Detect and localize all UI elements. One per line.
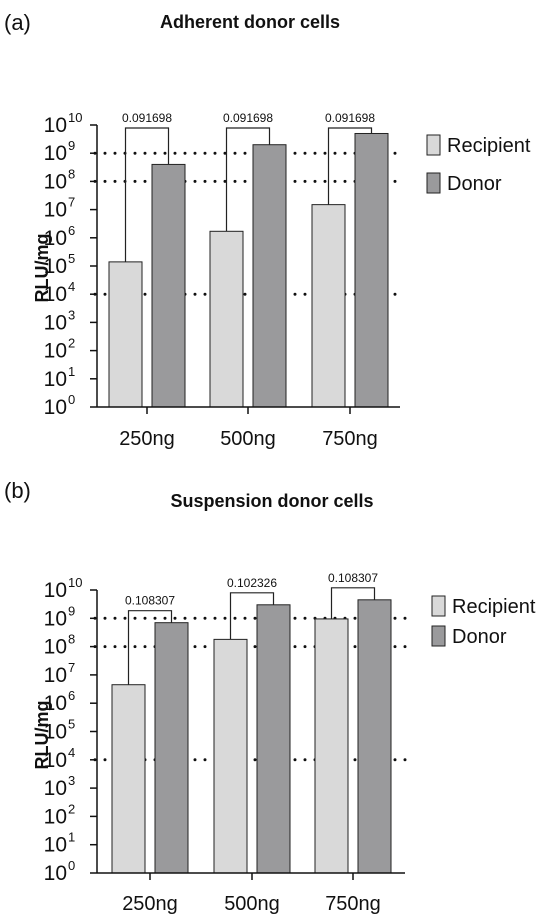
y-tick-label: 10	[44, 721, 67, 744]
y-tick-exponent: 7	[68, 660, 75, 675]
y-tick-label: 10	[44, 283, 67, 306]
y-tick-exponent: 5	[68, 717, 75, 732]
y-tick-label: 10	[44, 170, 67, 193]
legend-swatch-recipient	[426, 134, 441, 156]
y-tick-exponent: 10	[68, 575, 82, 590]
chart-panel-b: (b) Suspension donor cells RLU/mg 0.1083…	[4, 478, 536, 915]
y-tick-label: 10	[44, 368, 67, 391]
y-tick-label: 10	[44, 692, 67, 715]
x-tick-label: 750ng	[325, 893, 381, 915]
y-tick-exponent: 2	[68, 801, 75, 816]
y-tick-exponent: 2	[68, 336, 75, 351]
y-tick-exponent: 4	[68, 745, 75, 760]
x-tick-label: 250ng	[119, 428, 175, 450]
y-tick-exponent: 9	[68, 603, 75, 618]
y-tick-label: 10	[44, 777, 67, 800]
x-tick-label: 500ng	[224, 893, 280, 915]
y-tick-label: 10	[44, 396, 67, 419]
y-tick-exponent: 3	[68, 773, 75, 788]
y-tick-label: 10	[44, 636, 67, 659]
y-tick-exponent: 3	[68, 307, 75, 322]
y-tick-exponent: 1	[68, 364, 75, 379]
y-tick-label: 10	[44, 142, 67, 165]
x-tick-label: 750ng	[322, 428, 378, 450]
bar-donor-500ng	[256, 604, 291, 874]
y-tick-label: 10	[44, 340, 67, 363]
significance-bracket	[225, 127, 271, 232]
y-tick-label: 10	[44, 579, 67, 602]
y-tick-exponent: 8	[68, 166, 75, 181]
y-tick-label: 10	[44, 834, 67, 857]
y-tick-label: 10	[44, 199, 67, 222]
y-tick-label: 10	[44, 227, 67, 250]
y-tick-exponent: 5	[68, 251, 75, 266]
p-value-label: 0.091698	[223, 111, 273, 125]
bar-recipient-250ng	[111, 684, 146, 874]
x-tick-label: 250ng	[122, 893, 178, 915]
significance-bracket	[327, 127, 373, 205]
y-tick-exponent: 7	[68, 195, 75, 210]
y-tick-label: 10	[44, 805, 67, 828]
y-tick-exponent: 1	[68, 830, 75, 845]
p-value-label: 0.108307	[125, 594, 175, 608]
p-value-label: 0.091698	[122, 111, 172, 125]
p-value-label: 0.091698	[325, 111, 375, 125]
legend-label-recipient: Recipient	[452, 596, 536, 618]
y-tick-label: 10	[44, 607, 67, 630]
bar-donor-250ng	[151, 163, 186, 408]
y-axis-label: RLU/mg	[32, 701, 52, 770]
bar-donor-500ng	[252, 144, 287, 408]
y-tick-exponent: 6	[68, 223, 75, 238]
legend-swatch-donor	[426, 172, 441, 194]
y-tick-label: 10	[44, 862, 67, 885]
y-tick-label: 10	[44, 255, 67, 278]
x-tick-label: 500ng	[220, 428, 276, 450]
significance-bracket	[124, 127, 170, 262]
legend-label-donor: Donor	[452, 626, 507, 648]
bar-donor-750ng	[357, 599, 392, 874]
bar-recipient-500ng	[209, 230, 244, 408]
p-value-label: 0.102326	[227, 576, 277, 590]
bar-recipient-750ng	[314, 618, 349, 874]
bar-recipient-750ng	[311, 204, 346, 408]
y-tick-exponent: 6	[68, 688, 75, 703]
y-tick-exponent: 10	[68, 110, 82, 125]
legend-swatch-recipient	[431, 595, 446, 617]
y-tick-exponent: 0	[68, 392, 75, 407]
significance-bracket	[127, 610, 173, 685]
y-tick-label: 10	[44, 311, 67, 334]
legend-label-donor: Donor	[447, 173, 502, 195]
bar-recipient-250ng	[108, 261, 143, 408]
chart-title: Suspension donor cells	[170, 491, 373, 511]
p-value-label: 0.108307	[328, 571, 378, 585]
panel-label: (b)	[4, 478, 31, 503]
panel-label: (a)	[4, 10, 31, 35]
bar-recipient-500ng	[213, 638, 248, 874]
y-tick-exponent: 0	[68, 858, 75, 873]
legend-label-recipient: Recipient	[447, 135, 531, 157]
y-tick-label: 10	[44, 664, 67, 687]
bar-donor-250ng	[154, 622, 189, 874]
y-tick-exponent: 9	[68, 138, 75, 153]
significance-bracket	[229, 592, 275, 640]
bar-donor-750ng	[354, 132, 389, 408]
legend-swatch-donor	[431, 625, 446, 647]
y-tick-label: 10	[44, 749, 67, 772]
y-axis-label: RLU/mg	[32, 234, 52, 303]
y-tick-exponent: 8	[68, 632, 75, 647]
significance-bracket	[330, 587, 376, 619]
chart-title: Adherent donor cells	[160, 12, 340, 32]
chart-panel-a: (a) Adherent donor cells RLU/mg 0.091698…	[4, 10, 531, 450]
y-tick-exponent: 4	[68, 279, 75, 294]
y-tick-label: 10	[44, 114, 67, 137]
